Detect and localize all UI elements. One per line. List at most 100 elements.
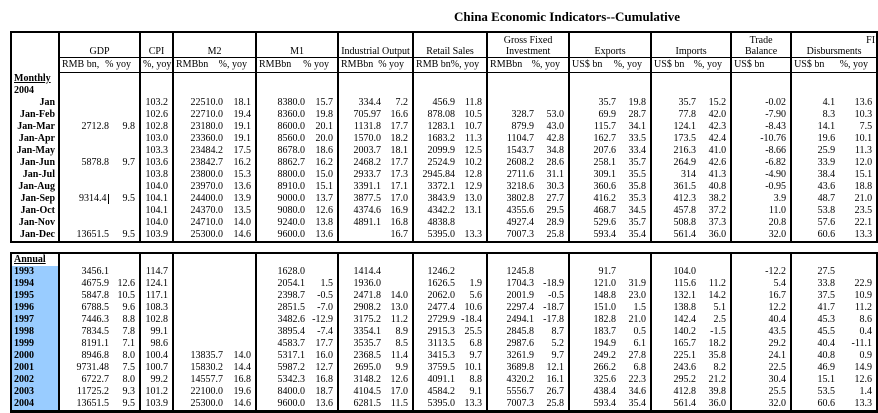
row-label[interactable]: 2000 xyxy=(11,350,60,362)
cell-imports[interactable]: 561.4 xyxy=(673,398,697,409)
cell-industrial-output-yoy[interactable]: 17.7 xyxy=(385,121,415,133)
cell-cpi[interactable]: 103.2 xyxy=(140,97,175,109)
cell-retail-sales[interactable]: 3372.1 xyxy=(427,181,456,192)
cell-exports-yoy[interactable] xyxy=(620,266,652,278)
cell-fdi[interactable]: 15.1 xyxy=(817,374,836,385)
cell-m2[interactable] xyxy=(173,326,227,338)
row-label[interactable]: Jan-Oct xyxy=(11,205,60,217)
cell-m2-yoy[interactable]: 19.1 xyxy=(227,121,258,133)
cell-retail-sales[interactable]: 5395.0 xyxy=(427,229,456,240)
cell-retail-sales[interactable]: 2729.9 xyxy=(427,314,456,325)
cell-imports[interactable]: 165.7 xyxy=(673,338,697,349)
cell-cpi[interactable]: 100.7 xyxy=(140,362,174,374)
cell-fdi[interactable]: 53.8 xyxy=(817,205,836,216)
cell-m2-yoy[interactable]: 14.6 xyxy=(227,398,257,412)
units-imports[interactable]: US$ bn%, yoy xyxy=(651,57,733,73)
cell-gdp-yoy[interactable]: 10.5 xyxy=(113,290,141,302)
cell-gdp[interactable]: 5847.8 xyxy=(81,290,110,301)
cell-industrial-output[interactable]: 334.4 xyxy=(358,97,382,108)
cell-gdp[interactable]: 8191.1 xyxy=(81,338,110,349)
cell-imports[interactable]: 412.8 xyxy=(673,386,697,397)
cell-exports[interactable]: 258.1 xyxy=(593,157,617,168)
row-label[interactable]: 2003 xyxy=(11,386,60,398)
row-label[interactable]: Jan-Sep xyxy=(11,193,60,205)
cell-imports-yoy[interactable]: 21.2 xyxy=(700,374,732,386)
cell-retail-sales-yoy[interactable]: -18.4 xyxy=(459,314,488,326)
cell-imports-yoy[interactable] xyxy=(700,72,733,85)
cell-industrial-output[interactable]: 1414.4 xyxy=(353,266,382,277)
cell-trade-balance[interactable]: -12.2 xyxy=(731,266,792,278)
cell-industrial-output-yoy[interactable]: 16.6 xyxy=(385,109,415,121)
cell-industrial-output[interactable]: 3391.1 xyxy=(353,181,382,192)
cell-gdp[interactable]: 7834.5 xyxy=(81,326,110,337)
cell-gross-fixed-investment[interactable]: 328.7 xyxy=(511,109,535,120)
cell-m2[interactable] xyxy=(173,278,227,290)
cell-industrial-output[interactable]: 705.97 xyxy=(353,109,382,120)
cell-m2[interactable]: 22100.0 xyxy=(190,386,224,397)
cell-m2-yoy[interactable]: 13.5 xyxy=(227,205,258,217)
cell-imports[interactable]: 412.3 xyxy=(673,193,697,204)
row-label[interactable]: 1994 xyxy=(11,278,60,290)
row-label[interactable]: Jan-Jun xyxy=(11,157,60,169)
cell-industrial-output-yoy[interactable]: 8.5 xyxy=(385,338,414,350)
cell-imports[interactable]: 295.2 xyxy=(673,374,697,385)
cell-retail-sales[interactable]: 456.9 xyxy=(432,97,456,108)
cell-m2-yoy[interactable] xyxy=(227,302,257,314)
cell-gdp-yoy[interactable]: 9.7 xyxy=(113,157,142,169)
cell-m2[interactable]: 13835.7 xyxy=(190,350,224,361)
units-gdp[interactable]: RMB bn,% yoy xyxy=(59,57,142,73)
cell-industrial-output-yoy[interactable]: 16.7 xyxy=(385,229,415,242)
cell-gross-fixed-investment[interactable]: 2494.1 xyxy=(506,314,535,325)
cell-exports[interactable]: 360.6 xyxy=(593,181,617,192)
cell-m2[interactable] xyxy=(173,314,227,326)
cell-gross-fixed-investment[interactable]: 2845.8 xyxy=(506,326,535,337)
cell-trade-balance[interactable]: -8.43 xyxy=(731,121,793,133)
cell-exports-yoy[interactable]: 23.0 xyxy=(620,290,652,302)
cell-imports-yoy[interactable]: 36.0 xyxy=(700,398,732,412)
cell-m1-yoy[interactable]: 13.7 xyxy=(309,193,340,205)
cell-m2-yoy[interactable] xyxy=(227,278,257,290)
cell-imports[interactable]: 216.3 xyxy=(673,145,697,156)
cell-exports[interactable]: 416.2 xyxy=(593,193,617,204)
cell-m2[interactable]: 14557.7 xyxy=(190,374,224,385)
cell-m2-yoy[interactable] xyxy=(227,85,258,97)
cell-trade-balance[interactable]: 16.7 xyxy=(731,290,792,302)
cell-m2[interactable]: 15830.2 xyxy=(190,362,224,373)
cell-industrial-output-yoy[interactable]: 14.0 xyxy=(385,290,414,302)
cell-gross-fixed-investment-yoy[interactable] xyxy=(538,253,570,266)
col-group-industrial-output[interactable]: Industrial Output xyxy=(338,32,415,58)
cell-gdp-yoy[interactable]: 9.6 xyxy=(113,302,141,314)
cell-m1[interactable] xyxy=(256,73,309,86)
units-trade-balance[interactable]: US$ bn xyxy=(731,57,793,73)
cell-gross-fixed-investment-yoy[interactable]: 26.7 xyxy=(538,386,570,398)
cell-gross-fixed-investment-yoy[interactable]: 31.1 xyxy=(538,169,571,181)
cell-retail-sales-yoy[interactable]: 25.5 xyxy=(459,326,488,338)
cell-industrial-output[interactable]: 1570.0 xyxy=(353,133,382,144)
cell-m1-yoy[interactable]: -0.5 xyxy=(309,290,339,302)
cell-retail-sales-yoy[interactable]: 10.2 xyxy=(459,157,489,169)
cell-fdi[interactable] xyxy=(791,253,839,266)
cell-imports-yoy[interactable]: 37.3 xyxy=(700,217,733,229)
cell-imports[interactable]: 264.9 xyxy=(673,157,697,168)
row-label[interactable]: Jan-Aug xyxy=(11,181,60,193)
cell-m1[interactable]: 8400.0 xyxy=(277,386,306,397)
cell-retail-sales[interactable]: 4342.2 xyxy=(427,205,456,216)
cell-fdi-yoy[interactable]: 12.0 xyxy=(854,157,873,168)
cell-m2[interactable]: 23842.7 xyxy=(190,157,224,168)
cell-cpi[interactable]: 99.1 xyxy=(140,326,174,338)
cell-retail-sales[interactable]: 3759.5 xyxy=(427,362,456,373)
cell-fdi-yoy[interactable] xyxy=(839,253,877,266)
cell-gdp-yoy[interactable]: 9.3 xyxy=(113,386,141,398)
cell-imports[interactable]: 104.0 xyxy=(673,266,697,277)
cell-cpi[interactable]: 102.6 xyxy=(140,109,175,121)
cell-trade-balance[interactable] xyxy=(731,253,792,266)
cell-cpi[interactable]: 124.1 xyxy=(140,278,174,290)
cell-fdi-yoy[interactable] xyxy=(839,73,877,86)
cell-trade-balance[interactable]: -7.90 xyxy=(731,109,793,121)
cell-trade-balance[interactable]: -6.82 xyxy=(731,157,793,169)
cell-industrial-output[interactable]: 2933.7 xyxy=(353,169,382,180)
cell-imports[interactable]: 77.8 xyxy=(678,109,697,120)
row-label[interactable]: 1996 xyxy=(11,302,60,314)
cell-gross-fixed-investment[interactable] xyxy=(487,97,538,109)
cell-cpi[interactable]: 103.9 xyxy=(140,398,174,412)
